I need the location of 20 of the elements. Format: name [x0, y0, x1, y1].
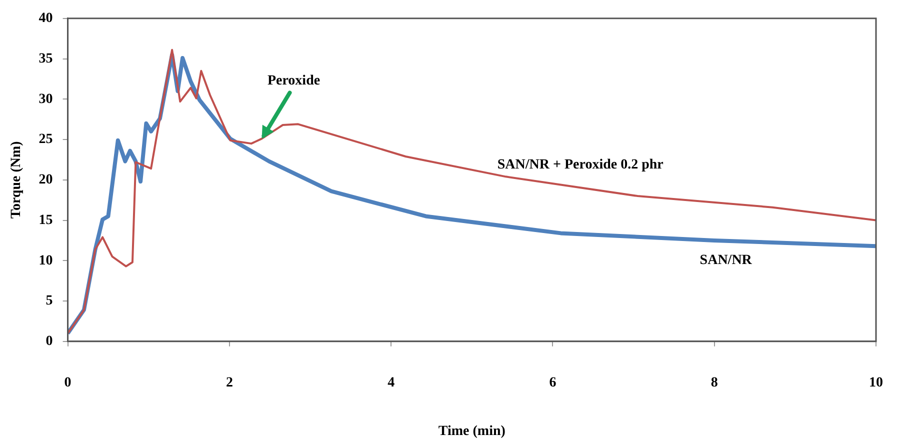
x-tick-label: 8 — [710, 375, 718, 390]
y-tick-label: 20 — [38, 172, 53, 188]
x-tick-label: 4 — [388, 375, 395, 390]
annotation: Peroxide — [267, 73, 320, 88]
y-tick-label: 5 — [46, 294, 53, 309]
x-tick-label: 6 — [549, 375, 556, 390]
x-tick-label: 10 — [869, 375, 883, 390]
y-tick-label: 40 — [38, 11, 53, 26]
y-tick-label: 15 — [38, 212, 53, 228]
x-tick-label: 0 — [64, 375, 72, 390]
x-axis-title: Time (min) — [438, 424, 506, 440]
y-tick-label: 30 — [38, 92, 53, 107]
y-tick-label: 25 — [38, 132, 53, 148]
series-label: SAN/NR — [700, 252, 753, 268]
y-tick-label: 0 — [46, 334, 53, 350]
y-tick-label: 10 — [38, 253, 53, 268]
y-tick-label: 35 — [38, 51, 53, 66]
series-label: SAN/NR + Peroxide 0.2 phr — [497, 157, 664, 172]
y-axis-title: Torque (Nm) — [9, 140, 24, 219]
x-tick-label: 2 — [226, 375, 233, 390]
